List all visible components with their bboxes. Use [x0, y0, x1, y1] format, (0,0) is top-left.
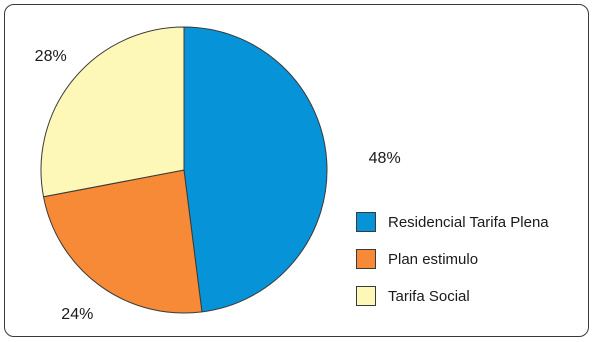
- legend-swatch-plan-estimulo: [356, 249, 376, 269]
- legend-label-residencial-tarifa-plena: Residencial Tarifa Plena: [388, 213, 549, 231]
- legend-label-tarifa-social: Tarifa Social: [388, 287, 470, 305]
- legend-swatch-tarifa-social: [356, 286, 376, 306]
- chart-frame: Residencial Tarifa Plena Plan estimulo T…: [4, 4, 589, 337]
- legend-swatch-residencial-tarifa-plena: [356, 212, 376, 232]
- legend-item-plan-estimulo: Plan estimulo: [356, 248, 549, 270]
- legend-item-tarifa-social: Tarifa Social: [356, 285, 549, 307]
- legend-label-plan-estimulo: Plan estimulo: [388, 250, 479, 268]
- data-label-tarifa-social: 28%: [34, 47, 67, 65]
- data-label-residencial-tarifa-plena: 48%: [368, 150, 401, 168]
- pie-slice-tarifa-social: [40, 26, 185, 198]
- pie-slice-residencial-tarifa-plena: [183, 26, 328, 313]
- legend: Residencial Tarifa Plena Plan estimulo T…: [356, 211, 549, 322]
- data-label-plan-estimulo: 24%: [61, 305, 94, 323]
- pie-slice-plan-estimulo: [42, 169, 203, 314]
- legend-item-residencial-tarifa-plena: Residencial Tarifa Plena: [356, 211, 549, 233]
- pie-chart: [40, 26, 328, 314]
